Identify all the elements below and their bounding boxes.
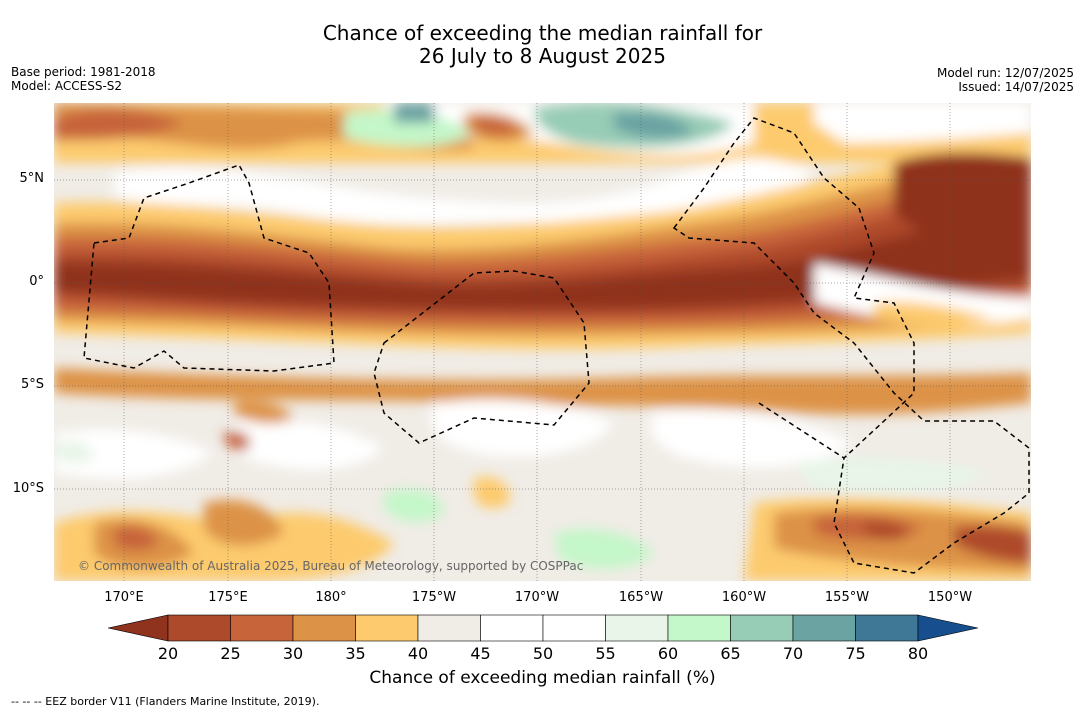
lon-label-170e: 170°E [104, 590, 144, 605]
colorbar-tick-label: 30 [282, 644, 304, 663]
colorbar-segment [355, 614, 419, 642]
model-run: Model run: 12/07/2025 [936, 66, 1074, 80]
rainfall-map [54, 103, 1031, 581]
colorbar-tick-label: 45 [470, 644, 491, 663]
lon-label-180: 180° [315, 590, 347, 605]
lat-label-0: 0° [29, 274, 44, 289]
colorbar-segment [730, 614, 794, 642]
title-line-2: 26 July to 8 August 2025 [419, 44, 666, 68]
lon-label-150w: 150°W [927, 590, 973, 605]
issued-date: Issued: 14/07/2025 [958, 80, 1074, 94]
colorbar-segment [542, 614, 606, 642]
colorbar-tick-label: 25 [220, 644, 241, 663]
colorbar-tick-label: 40 [407, 644, 429, 663]
lat-label-10s: 10°S [12, 481, 44, 496]
colorbar-segment [292, 614, 356, 642]
colorbar-extend-low [108, 614, 169, 642]
colorbar-tick-label: 75 [845, 644, 866, 663]
colorbar-tick-label: 65 [720, 644, 741, 663]
map-gridlines [54, 103, 1031, 581]
rainfall-field [54, 103, 1031, 581]
colorbar-extend-high [917, 614, 978, 642]
run-info: Model run: 12/07/2025 Issued: 14/07/2025 [937, 66, 1074, 94]
colorbar-segment [605, 614, 669, 642]
colorbar-tick-label: 55 [595, 644, 616, 663]
map-canvas [54, 103, 1031, 581]
colorbar-tick-label: 60 [657, 644, 679, 663]
colorbar [108, 614, 978, 642]
model-info: Base period: 1981-2018 Model: ACCESS-S2 [11, 65, 156, 93]
colorbar-segment [667, 614, 731, 642]
colorbar-segment [167, 614, 231, 642]
lat-label-5s: 5°S [20, 377, 44, 392]
colorbar-title: Chance of exceeding median rainfall (%) [369, 668, 716, 688]
eez-borders [83, 117, 1030, 574]
colorbar-tick-label: 50 [532, 644, 554, 663]
base-period: Base period: 1981-2018 [11, 65, 156, 79]
colorbar-segment [792, 614, 856, 642]
colorbar-segment [480, 614, 544, 642]
lon-label-165w: 165°W [618, 590, 664, 605]
lon-label-175w: 175°W [411, 590, 457, 605]
eez-legend: -- -- -- EEZ border V11 (Flanders Marine… [11, 695, 320, 708]
colorbar-tick-label: 70 [782, 644, 804, 663]
lon-label-175e: 175°E [208, 590, 248, 605]
map-title: Chance of exceeding the median rainfall … [0, 22, 1085, 68]
colorbar-tick-label: 20 [157, 644, 179, 663]
colorbar-tick-label: 35 [345, 644, 366, 663]
colorbar-segment [417, 614, 481, 642]
colorbar-segment [855, 614, 919, 642]
colorbar-segment [230, 614, 294, 642]
title-line-1: Chance of exceeding the median rainfall … [322, 21, 763, 45]
lon-label-155w: 155°W [824, 590, 870, 605]
lon-label-170w: 170°W [514, 590, 560, 605]
copyright-note: © Commonwealth of Australia 2025, Bureau… [78, 559, 584, 573]
model-name: Model: ACCESS-S2 [11, 79, 123, 93]
colorbar-tick-label: 80 [907, 644, 929, 663]
lat-label-5n: 5°N [19, 171, 45, 186]
lon-label-160w: 160°W [721, 590, 767, 605]
